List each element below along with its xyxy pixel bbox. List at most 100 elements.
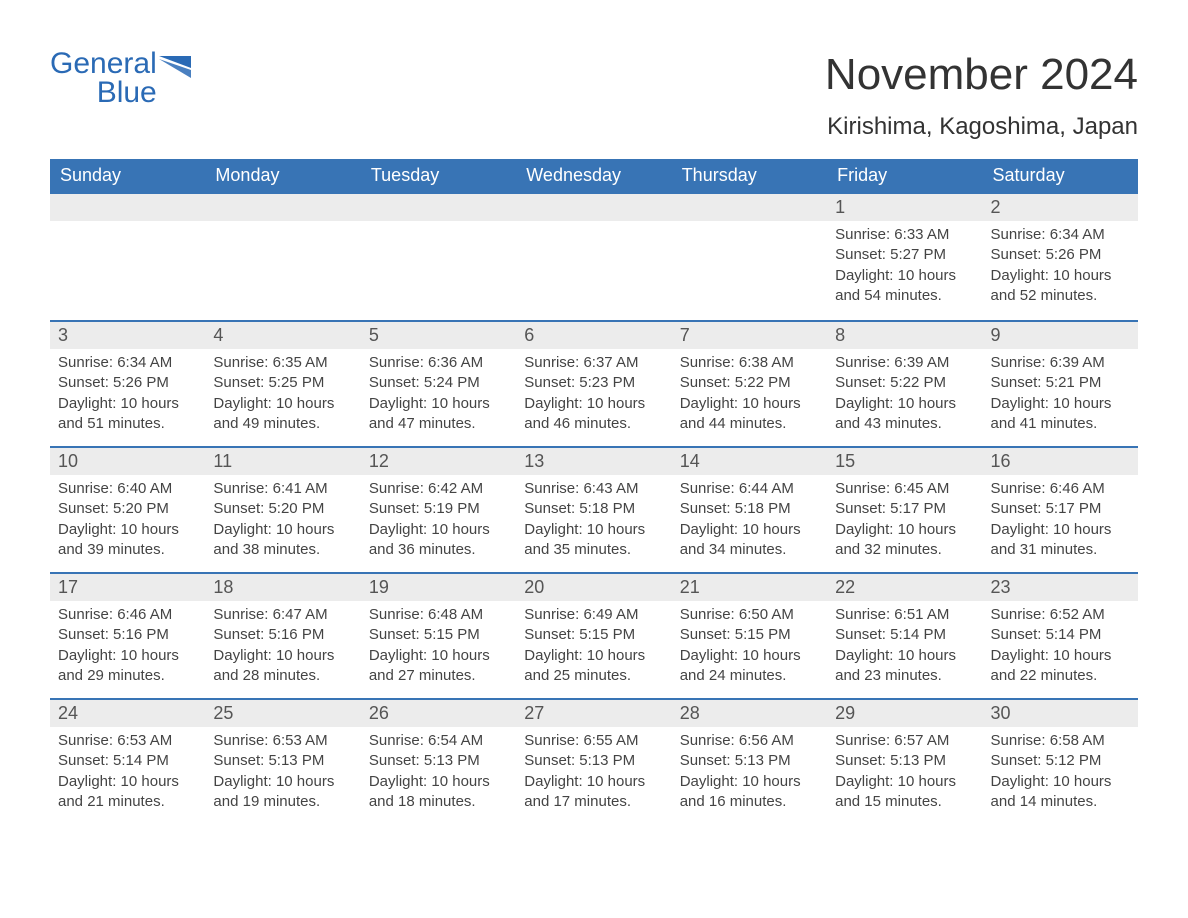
daylight-text-2: and 15 minutes. xyxy=(835,792,974,812)
daylight-text-1: Daylight: 10 hours xyxy=(991,772,1130,792)
calendar-day-cell: 6Sunrise: 6:37 AMSunset: 5:23 PMDaylight… xyxy=(516,320,671,446)
daylight-text-1: Daylight: 10 hours xyxy=(991,266,1130,286)
day-body: Sunrise: 6:34 AMSunset: 5:26 PMDaylight:… xyxy=(50,349,205,438)
daylight-text-1: Daylight: 10 hours xyxy=(680,772,819,792)
day-body: Sunrise: 6:56 AMSunset: 5:13 PMDaylight:… xyxy=(672,727,827,816)
calendar-week-row: 3Sunrise: 6:34 AMSunset: 5:26 PMDaylight… xyxy=(50,320,1138,446)
daylight-text-2: and 43 minutes. xyxy=(835,414,974,434)
sunset-text: Sunset: 5:15 PM xyxy=(524,625,663,645)
calendar-day-cell xyxy=(50,194,205,320)
daylight-text-1: Daylight: 10 hours xyxy=(369,646,508,666)
brand-line2: Blue xyxy=(50,79,157,108)
daylight-text-1: Daylight: 10 hours xyxy=(58,772,197,792)
calendar-day-cell: 16Sunrise: 6:46 AMSunset: 5:17 PMDayligh… xyxy=(983,446,1138,572)
day-number: 23 xyxy=(983,572,1138,601)
daylight-text-1: Daylight: 10 hours xyxy=(369,520,508,540)
day-number: 16 xyxy=(983,446,1138,475)
day-body: Sunrise: 6:49 AMSunset: 5:15 PMDaylight:… xyxy=(516,601,671,690)
daylight-text-2: and 47 minutes. xyxy=(369,414,508,434)
calendar-week-row: 1Sunrise: 6:33 AMSunset: 5:27 PMDaylight… xyxy=(50,194,1138,320)
day-number: 17 xyxy=(50,572,205,601)
col-header: Saturday xyxy=(983,159,1138,194)
calendar-day-cell xyxy=(361,194,516,320)
calendar-week-row: 17Sunrise: 6:46 AMSunset: 5:16 PMDayligh… xyxy=(50,572,1138,698)
day-body: Sunrise: 6:43 AMSunset: 5:18 PMDaylight:… xyxy=(516,475,671,564)
sunrise-text: Sunrise: 6:53 AM xyxy=(213,731,352,751)
daylight-text-1: Daylight: 10 hours xyxy=(369,772,508,792)
daylight-text-2: and 16 minutes. xyxy=(680,792,819,812)
day-body: Sunrise: 6:37 AMSunset: 5:23 PMDaylight:… xyxy=(516,349,671,438)
sunrise-text: Sunrise: 6:51 AM xyxy=(835,605,974,625)
daylight-text-2: and 19 minutes. xyxy=(213,792,352,812)
sunset-text: Sunset: 5:20 PM xyxy=(58,499,197,519)
col-header: Monday xyxy=(205,159,360,194)
daylight-text-1: Daylight: 10 hours xyxy=(58,646,197,666)
day-number: 7 xyxy=(672,320,827,349)
daylight-text-2: and 21 minutes. xyxy=(58,792,197,812)
sunrise-text: Sunrise: 6:33 AM xyxy=(835,225,974,245)
daylight-text-1: Daylight: 10 hours xyxy=(524,520,663,540)
sunrise-text: Sunrise: 6:43 AM xyxy=(524,479,663,499)
daylight-text-2: and 28 minutes. xyxy=(213,666,352,686)
calendar-day-cell: 2Sunrise: 6:34 AMSunset: 5:26 PMDaylight… xyxy=(983,194,1138,320)
sunrise-text: Sunrise: 6:52 AM xyxy=(991,605,1130,625)
sunrise-text: Sunrise: 6:39 AM xyxy=(991,353,1130,373)
day-number: 6 xyxy=(516,320,671,349)
day-body: Sunrise: 6:46 AMSunset: 5:17 PMDaylight:… xyxy=(983,475,1138,564)
sunrise-text: Sunrise: 6:53 AM xyxy=(58,731,197,751)
sunset-text: Sunset: 5:14 PM xyxy=(991,625,1130,645)
day-body: Sunrise: 6:46 AMSunset: 5:16 PMDaylight:… xyxy=(50,601,205,690)
day-number-blank xyxy=(50,194,205,221)
sunset-text: Sunset: 5:13 PM xyxy=(369,751,508,771)
daylight-text-2: and 54 minutes. xyxy=(835,286,974,306)
daylight-text-1: Daylight: 10 hours xyxy=(680,520,819,540)
page-subtitle: Kirishima, Kagoshima, Japan xyxy=(50,113,1138,141)
col-header: Tuesday xyxy=(361,159,516,194)
day-number-blank xyxy=(672,194,827,221)
daylight-text-1: Daylight: 10 hours xyxy=(680,394,819,414)
calendar-day-cell: 18Sunrise: 6:47 AMSunset: 5:16 PMDayligh… xyxy=(205,572,360,698)
sunset-text: Sunset: 5:22 PM xyxy=(835,373,974,393)
calendar-day-cell: 5Sunrise: 6:36 AMSunset: 5:24 PMDaylight… xyxy=(361,320,516,446)
sunset-text: Sunset: 5:24 PM xyxy=(369,373,508,393)
brand-text: General Blue xyxy=(50,50,157,107)
sunset-text: Sunset: 5:17 PM xyxy=(991,499,1130,519)
day-body: Sunrise: 6:48 AMSunset: 5:15 PMDaylight:… xyxy=(361,601,516,690)
sunset-text: Sunset: 5:20 PM xyxy=(213,499,352,519)
day-body: Sunrise: 6:53 AMSunset: 5:13 PMDaylight:… xyxy=(205,727,360,816)
day-body: Sunrise: 6:41 AMSunset: 5:20 PMDaylight:… xyxy=(205,475,360,564)
sunrise-text: Sunrise: 6:37 AM xyxy=(524,353,663,373)
day-body: Sunrise: 6:52 AMSunset: 5:14 PMDaylight:… xyxy=(983,601,1138,690)
sunset-text: Sunset: 5:13 PM xyxy=(524,751,663,771)
sunset-text: Sunset: 5:21 PM xyxy=(991,373,1130,393)
day-body: Sunrise: 6:53 AMSunset: 5:14 PMDaylight:… xyxy=(50,727,205,816)
day-number: 5 xyxy=(361,320,516,349)
daylight-text-1: Daylight: 10 hours xyxy=(213,394,352,414)
daylight-text-1: Daylight: 10 hours xyxy=(991,394,1130,414)
day-number: 28 xyxy=(672,698,827,727)
page-title: November 2024 xyxy=(825,50,1138,100)
calendar-day-cell xyxy=(205,194,360,320)
sunrise-text: Sunrise: 6:36 AM xyxy=(369,353,508,373)
calendar-day-cell: 29Sunrise: 6:57 AMSunset: 5:13 PMDayligh… xyxy=(827,698,982,824)
day-body: Sunrise: 6:44 AMSunset: 5:18 PMDaylight:… xyxy=(672,475,827,564)
day-body: Sunrise: 6:55 AMSunset: 5:13 PMDaylight:… xyxy=(516,727,671,816)
daylight-text-2: and 52 minutes. xyxy=(991,286,1130,306)
sunset-text: Sunset: 5:18 PM xyxy=(680,499,819,519)
daylight-text-2: and 18 minutes. xyxy=(369,792,508,812)
sunrise-text: Sunrise: 6:45 AM xyxy=(835,479,974,499)
day-body: Sunrise: 6:34 AMSunset: 5:26 PMDaylight:… xyxy=(983,221,1138,310)
daylight-text-2: and 22 minutes. xyxy=(991,666,1130,686)
calendar-day-cell xyxy=(516,194,671,320)
daylight-text-1: Daylight: 10 hours xyxy=(213,646,352,666)
day-body: Sunrise: 6:45 AMSunset: 5:17 PMDaylight:… xyxy=(827,475,982,564)
day-number: 9 xyxy=(983,320,1138,349)
day-number-blank xyxy=(205,194,360,221)
sunrise-text: Sunrise: 6:47 AM xyxy=(213,605,352,625)
calendar-day-cell: 10Sunrise: 6:40 AMSunset: 5:20 PMDayligh… xyxy=(50,446,205,572)
day-number-blank xyxy=(516,194,671,221)
daylight-text-2: and 44 minutes. xyxy=(680,414,819,434)
calendar-day-cell: 11Sunrise: 6:41 AMSunset: 5:20 PMDayligh… xyxy=(205,446,360,572)
calendar-day-cell: 7Sunrise: 6:38 AMSunset: 5:22 PMDaylight… xyxy=(672,320,827,446)
daylight-text-2: and 35 minutes. xyxy=(524,540,663,560)
